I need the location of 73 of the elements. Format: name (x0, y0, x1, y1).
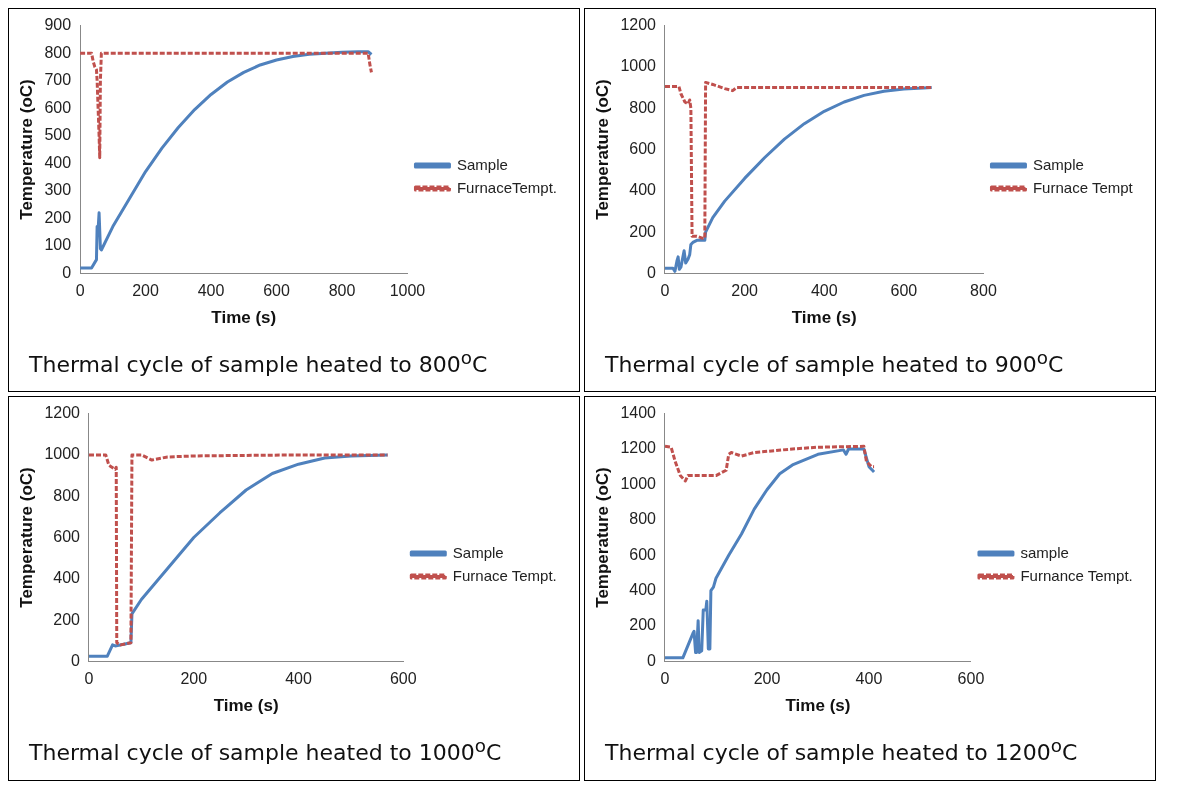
x-tick-label: 600 (890, 282, 918, 300)
x-axis-title: Time (s) (213, 696, 279, 716)
y-axis-title: Temperature (oC) (16, 467, 36, 609)
y-tick-label: 200 (629, 222, 657, 240)
y-tick-label: 100 (44, 236, 72, 254)
y-tick-label: 400 (629, 181, 657, 199)
text: Thermal cycle of sample heated to 1000$^{o}$C (28, 734, 503, 768)
y-tick-label: 1000 (620, 475, 657, 493)
y-tick-label: 800 (44, 43, 72, 61)
y-tick-label: 400 (629, 581, 657, 599)
y-tick-label: 800 (53, 486, 81, 504)
line-series (664, 445, 876, 483)
x-axis-title: Time (s) (785, 696, 851, 716)
x-tick-label: 600 (389, 670, 417, 688)
y-axis-title: Temperature (oC) (592, 467, 612, 609)
legend-label: Sample (1032, 155, 1084, 173)
y-axis-title: Temperature (oC) (592, 79, 612, 220)
x-tick-label: 600 (263, 282, 290, 300)
legend-label: FurnaceTempt. (456, 178, 558, 196)
legend-label: Furnace Tempt. (452, 566, 557, 584)
x-tick-label: 0 (660, 282, 670, 300)
legend-label: Furnance Tempt. (1020, 566, 1133, 584)
x-tick-label: 0 (84, 670, 94, 688)
x-tick-label: 1000 (389, 282, 426, 300)
x-tick-label: 400 (855, 670, 883, 688)
y-tick-label: 800 (629, 98, 657, 116)
y-tick-label: 700 (44, 71, 72, 89)
legend-label: Sample (456, 155, 508, 173)
y-tick-label: 600 (53, 528, 81, 546)
x-tick-label: 400 (285, 670, 312, 688)
legend-label: Furnace Tempt (1032, 178, 1134, 196)
text: Thermal cycle of sample heated to 800$^{o}$C (28, 346, 489, 380)
x-tick-label: 200 (731, 282, 759, 300)
text: Thermal cycle of sample heated to 900$^{o}$C (604, 346, 1065, 380)
x-tick-label: 200 (132, 282, 160, 300)
x-tick-label: 800 (328, 282, 356, 300)
y-tick-label: 0 (62, 263, 72, 281)
line-series (664, 80, 934, 240)
y-tick-label: 300 (44, 181, 72, 199)
y-tick-label: 1400 (620, 404, 657, 422)
y-tick-label: 600 (44, 98, 72, 116)
x-tick-label: 800 (970, 282, 997, 300)
x-axis-title: Time (s) (791, 308, 857, 328)
y-tick-label: 400 (53, 569, 81, 587)
x-axis-title: Time (s) (211, 308, 277, 328)
y-tick-label: 0 (647, 263, 657, 281)
text: Thermal cycle of sample heated to 1200$^{o}$C (604, 734, 1079, 768)
y-tick-label: 200 (629, 616, 657, 634)
x-tick-label: 0 (660, 670, 670, 688)
y-tick-label: 0 (647, 652, 657, 670)
y-tick-label: 1200 (620, 439, 657, 457)
y-tick-label: 600 (629, 139, 657, 157)
y-tick-label: 1000 (44, 445, 81, 463)
x-tick-label: 200 (753, 670, 781, 688)
legend-label: sample (1020, 543, 1069, 561)
line-series (80, 51, 373, 160)
legend-label: Sample (452, 543, 504, 561)
y-tick-label: 900 (44, 16, 72, 34)
y-tick-label: 0 (71, 652, 81, 670)
y-tick-label: 400 (44, 153, 72, 171)
y-tick-label: 200 (53, 610, 81, 628)
x-tick-label: 200 (180, 670, 208, 688)
x-tick-label: 600 (957, 670, 985, 688)
y-tick-label: 800 (629, 510, 657, 528)
y-tick-label: 500 (44, 126, 72, 144)
y-tick-label: 600 (629, 545, 657, 563)
y-axis-title: Temperature (oC) (16, 79, 36, 220)
y-tick-label: 1000 (620, 57, 657, 75)
x-tick-label: 400 (810, 282, 838, 300)
x-tick-label: 400 (197, 282, 225, 300)
y-tick-label: 200 (44, 208, 72, 226)
y-tick-label: 1200 (44, 404, 81, 422)
y-tick-label: 1200 (620, 16, 657, 34)
